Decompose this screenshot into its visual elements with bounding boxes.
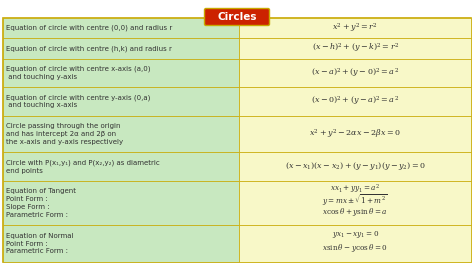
Text: $y=mx\pm\sqrt{1+m^2}$: $y=mx\pm\sqrt{1+m^2}$	[322, 193, 388, 208]
Text: Equation of circle with centre y-axis (0,a)
 and touching x-axis: Equation of circle with centre y-axis (0…	[6, 94, 150, 109]
Bar	[239, 38, 471, 59]
Bar	[3, 225, 239, 262]
Bar	[3, 87, 239, 116]
Text: $x^2+y^2-2\alpha x-2\beta x=0$: $x^2+y^2-2\alpha x-2\beta x=0$	[309, 127, 401, 140]
Text: Circle with P(x₁,y₁) and P(x₂,y₂) as diametric
end points: Circle with P(x₁,y₁) and P(x₂,y₂) as dia…	[6, 159, 160, 173]
Text: Circle passing through the origin
and has intercept 2α and 2β on
the x-axis and : Circle passing through the origin and ha…	[6, 123, 123, 145]
Text: Equation of Tangent
Point Form :
Slope Form :
Parametric Form :: Equation of Tangent Point Form : Slope F…	[6, 188, 76, 218]
Text: Equation of circle with centre (0,0) and radius r: Equation of circle with centre (0,0) and…	[6, 25, 172, 31]
Text: $x^2+y^2=r^2$: $x^2+y^2=r^2$	[332, 22, 378, 35]
Bar	[239, 87, 471, 116]
Text: Equation of circle with centre x-axis (a,0)
 and touching y-axis: Equation of circle with centre x-axis (a…	[6, 66, 151, 80]
Bar	[239, 59, 471, 87]
Bar	[3, 59, 239, 87]
Text: $(x-x_1)(x-x_2)+(y-y_1)(y-y_2)=0$: $(x-x_1)(x-x_2)+(y-y_1)(y-y_2)=0$	[284, 160, 426, 172]
Text: $yx_1-xy_1=0$: $yx_1-xy_1=0$	[331, 229, 379, 240]
Text: $(x-a)^2+(y-0)^2=a^2$: $(x-a)^2+(y-0)^2=a^2$	[311, 66, 399, 80]
Bar	[3, 38, 239, 59]
Bar	[239, 116, 471, 152]
Bar	[3, 116, 239, 152]
Bar	[3, 152, 239, 181]
Text: $(x-h)^2+(y-k)^2=r^2$: $(x-h)^2+(y-k)^2=r^2$	[311, 42, 399, 55]
Bar	[239, 225, 471, 262]
Text: Circles: Circles	[217, 11, 257, 22]
Bar	[239, 18, 471, 38]
Text: Equation of circle with centre (h,k) and radius r: Equation of circle with centre (h,k) and…	[6, 45, 172, 52]
FancyBboxPatch shape	[204, 9, 270, 26]
Bar	[3, 18, 239, 38]
Bar	[239, 181, 471, 225]
Text: $xx_1+yy_1=a^2$: $xx_1+yy_1=a^2$	[330, 182, 380, 196]
Bar	[3, 181, 239, 225]
Text: $x\sin\theta-y\cos\theta=0$: $x\sin\theta-y\cos\theta=0$	[322, 242, 388, 253]
Text: Equation of Normal
Point Form :
Parametric Form :: Equation of Normal Point Form : Parametr…	[6, 233, 73, 255]
Bar	[239, 152, 471, 181]
Text: $x\cos\theta+y\sin\theta=a$: $x\cos\theta+y\sin\theta=a$	[322, 206, 388, 218]
Text: $(x-0)^2+(y-a)^2=a^2$: $(x-0)^2+(y-a)^2=a^2$	[311, 95, 399, 108]
